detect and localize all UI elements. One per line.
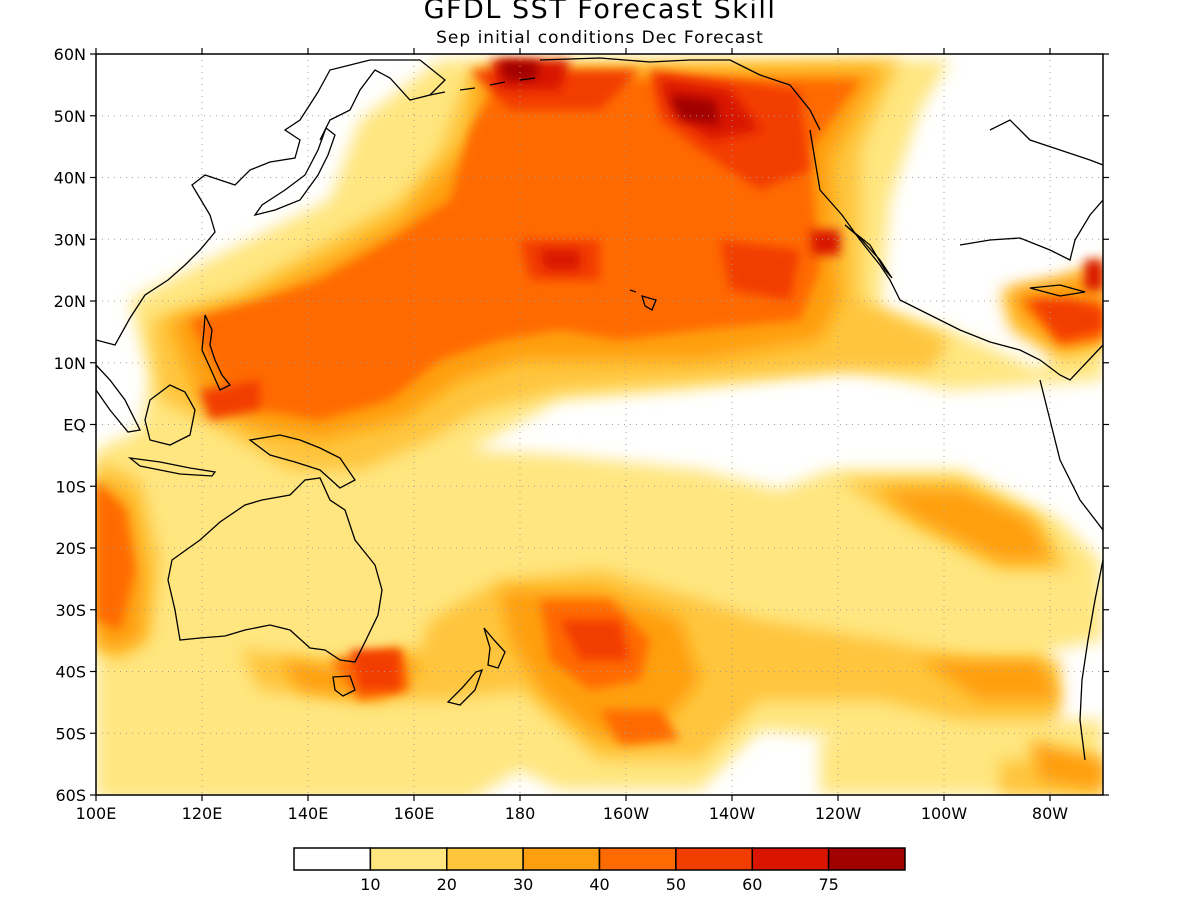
lon-tick-label: 160W bbox=[603, 804, 650, 823]
lat-tick-label: 40S bbox=[55, 663, 86, 682]
lon-tick-label: 80W bbox=[1032, 804, 1068, 823]
skill-contour-field bbox=[96, 60, 1103, 795]
lat-tick-label: 50N bbox=[54, 107, 86, 126]
borneo-coast bbox=[144, 384, 196, 446]
asia-coast bbox=[96, 59, 446, 346]
sumatra-coast bbox=[96, 364, 141, 433]
tasmania-coast bbox=[332, 675, 356, 697]
lat-tick-label: 40N bbox=[54, 169, 86, 188]
colorbar-swatch bbox=[446, 847, 524, 871]
lon-tick-label: 160E bbox=[394, 804, 435, 823]
colorbar-label: 50 bbox=[666, 875, 686, 894]
colorbar-swatch bbox=[751, 847, 830, 871]
colorbar-label: 60 bbox=[742, 875, 762, 894]
longitude-labels: 100E 120E 140E 160E 180 160W 140W 120W 100W 80W bbox=[76, 804, 1069, 823]
lon-tick-label: 180 bbox=[505, 804, 536, 823]
lon-tick-label: 140E bbox=[288, 804, 329, 823]
new-zealand-north-coast bbox=[483, 627, 506, 669]
colorbar-label: 30 bbox=[513, 875, 533, 894]
south-america-coast bbox=[1039, 379, 1103, 531]
latitude-labels: 60N 50N 40N 30N 20N 10N EQ 10S 20S 30S 40S 50S 60S bbox=[54, 45, 86, 805]
map-title: GFDL SST Forecast Skill bbox=[423, 0, 777, 25]
colorbar-swatch bbox=[675, 847, 753, 871]
colorbar-label: 10 bbox=[360, 875, 380, 894]
north-america-coast bbox=[809, 129, 1103, 381]
colorbar-label: 20 bbox=[437, 875, 457, 894]
hawaii-islands bbox=[629, 289, 657, 311]
coastlines bbox=[96, 57, 1103, 761]
colorbar-swatch bbox=[827, 847, 906, 871]
south-america-west-coast bbox=[1079, 559, 1103, 761]
aleutian-islands bbox=[429, 77, 536, 96]
lat-tick-label: 50S bbox=[55, 724, 86, 743]
lat-tick-label: 20N bbox=[54, 292, 86, 311]
axis-ticks bbox=[90, 48, 1109, 801]
australia-coast bbox=[167, 477, 383, 663]
skill-band-75-plus bbox=[500, 60, 720, 125]
alaska-coast bbox=[539, 57, 821, 131]
colorbar-label: 40 bbox=[589, 875, 609, 894]
lat-tick-label: 30S bbox=[55, 601, 86, 620]
lat-tick-label: EQ bbox=[63, 416, 86, 435]
cuba-coast bbox=[1029, 284, 1086, 297]
colorbar-swatch bbox=[293, 847, 372, 871]
lon-tick-label: 140W bbox=[709, 804, 756, 823]
lat-tick-label: 10N bbox=[54, 354, 86, 373]
lon-tick-label: 100W bbox=[921, 804, 968, 823]
lon-tick-label: 120W bbox=[815, 804, 862, 823]
colorbar-swatch bbox=[598, 847, 677, 871]
colorbar-swatch bbox=[522, 847, 601, 871]
greenland-canada-coast bbox=[989, 119, 1103, 166]
gulf-coast bbox=[959, 199, 1103, 261]
lon-tick-label: 120E bbox=[182, 804, 223, 823]
japan-coast bbox=[253, 126, 336, 217]
lon-tick-label: 100E bbox=[76, 804, 117, 823]
baja-coast bbox=[844, 224, 893, 279]
new-zealand-south-coast bbox=[446, 668, 484, 706]
lat-tick-label: 20S bbox=[55, 539, 86, 558]
lat-tick-label: 60S bbox=[55, 786, 86, 805]
colorbar-swatch bbox=[369, 847, 448, 871]
lat-tick-label: 10S bbox=[55, 477, 86, 496]
philippines-coast bbox=[201, 314, 232, 391]
java-coast bbox=[127, 457, 217, 477]
new-guinea-coast bbox=[248, 434, 356, 489]
map-subtitle: Sep initial conditions Dec Forecast bbox=[436, 28, 764, 48]
colorbar-label: 75 bbox=[818, 875, 838, 894]
lat-tick-label: 30N bbox=[54, 230, 86, 249]
lat-tick-label: 60N bbox=[54, 45, 86, 64]
colorbar: 10 20 30 40 50 60 75 bbox=[293, 847, 906, 894]
